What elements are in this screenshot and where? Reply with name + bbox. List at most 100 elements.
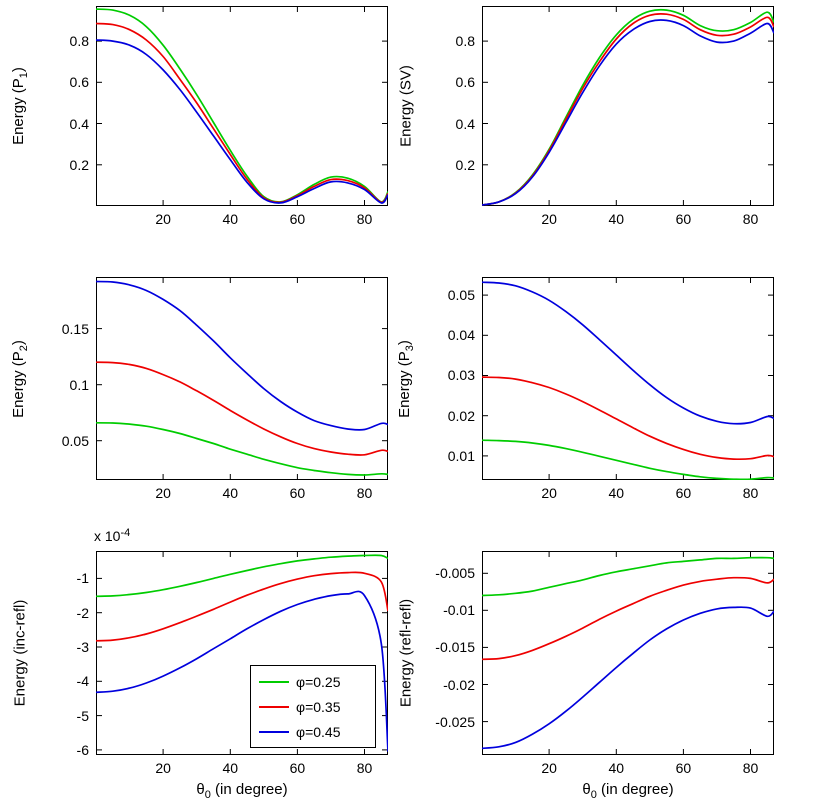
y-tick-label: 0.15	[61, 320, 89, 337]
curve-phi=0.45	[96, 39, 388, 204]
x-tick-label: 40	[222, 760, 239, 776]
axes-p1	[96, 6, 388, 206]
x-tick-label: 40	[608, 211, 625, 227]
subplot-energy-p2: 20 40 60 80 0.05 0.1 0.15 Energy (P2)	[8, 271, 400, 520]
curve-phi=0.45	[96, 590, 388, 752]
y-tick-label: -1	[76, 570, 89, 587]
axes-inc-refl	[96, 551, 388, 755]
curve-phi=0.35	[482, 576, 774, 661]
y-tick-label: 0.02	[447, 407, 475, 424]
curve-phi=0.35	[96, 22, 388, 204]
subplot-energy-p1: 20 40 60 80 0.2 0.4 0.6 0.8 Energy (P1)	[8, 0, 400, 246]
x-tick-label: 60	[289, 760, 306, 776]
legend-line-sample	[259, 680, 289, 683]
curve-phi=0.25	[96, 421, 388, 476]
x-tick-label: 80	[742, 760, 759, 776]
y-axis-label: Energy (P1)	[10, 67, 30, 145]
y-axis-label: Energy (SV)	[397, 65, 415, 147]
axes-refl-refl	[482, 551, 774, 755]
label-subscript: 2	[18, 344, 30, 351]
x-tick-label: 40	[608, 760, 625, 776]
axes-sv	[482, 6, 774, 206]
axes-border	[482, 551, 774, 755]
legend-label: φ=0.35	[296, 698, 341, 715]
legend: φ=0.25 φ=0.35 φ=0.45	[250, 665, 376, 748]
legend-line-sample	[259, 705, 289, 708]
x-tick-label: 60	[675, 485, 692, 501]
curve-phi=0.35	[96, 571, 388, 642]
y-tick-label: -0.015	[435, 639, 475, 656]
plot-canvas-reflrefl	[482, 551, 774, 755]
y-tick-label: 0.05	[447, 287, 475, 304]
legend-label: φ=0.25	[296, 673, 341, 690]
x-tick-label: 20	[541, 211, 557, 227]
axes-p2	[96, 277, 388, 480]
x-tick-label: 40	[222, 211, 239, 227]
curve-phi=0.45	[482, 606, 774, 750]
legend-line-sample	[259, 730, 289, 733]
y-tick-label: 0.04	[447, 327, 475, 344]
curve-phi=0.35	[96, 361, 388, 456]
label-subscript: 3	[404, 344, 416, 351]
y-tick-label: 0.2	[69, 156, 89, 173]
legend-label: φ=0.45	[296, 723, 341, 740]
x-tick-label: 40	[608, 485, 625, 501]
x-tick-label: 20	[541, 485, 557, 501]
y-tick-label: 0.1	[69, 376, 89, 393]
y-tick-label: 0.2	[455, 156, 475, 173]
curve-phi=0.25	[482, 8, 774, 206]
y-tick-label: -6	[76, 741, 89, 758]
x-tick-label: 20	[155, 211, 171, 227]
y-tick-label: -0.02	[443, 676, 475, 693]
plot-canvas-sv	[482, 6, 774, 206]
y-tick-label: 0.6	[455, 74, 475, 91]
x-tick-label: 80	[356, 211, 373, 227]
x-tick-label: 80	[742, 485, 759, 501]
subplot-energy-p3: 20 40 60 80 0.01 0.02 0.03 0.04 0.05 Energy (P3)	[394, 271, 786, 520]
label-superscript: -4	[120, 527, 131, 539]
y-axis-label: Energy (P3)	[396, 339, 416, 418]
x-tick-label: 40	[222, 485, 239, 501]
x-tick-label: 80	[356, 760, 373, 776]
plot-canvas-p1	[96, 6, 388, 206]
x-tick-label: 80	[356, 485, 373, 501]
y-tick-label: 0.8	[455, 33, 475, 50]
axes-border	[96, 6, 388, 206]
curve-phi=0.25	[96, 554, 388, 598]
x-tick-label: 60	[675, 760, 692, 776]
y-tick-label: -2	[76, 604, 89, 621]
x-tick-label: 80	[742, 211, 759, 227]
x-axis-label: θ0 (in degree)	[582, 781, 674, 801]
label-subscript: 1	[18, 72, 30, 79]
plot-canvas-increfl	[96, 551, 388, 755]
y-tick-label: 0.6	[69, 74, 89, 91]
x-tick-label: 20	[155, 485, 171, 501]
y-tick-label: -0.005	[435, 565, 475, 582]
y-tick-label: -5	[76, 707, 89, 724]
axis-offset-label: x 10-4	[94, 527, 131, 544]
y-tick-label: 0.4	[69, 115, 89, 132]
label-subscript: 0	[590, 789, 597, 801]
x-tick-label: 60	[289, 485, 306, 501]
axes-border	[482, 6, 774, 206]
axes-border	[96, 551, 388, 755]
y-axis-label: Energy (refl-refl)	[397, 598, 415, 708]
curve-phi=0.25	[482, 439, 774, 480]
y-tick-label: 0.03	[447, 367, 475, 384]
plot-canvas-p2	[96, 277, 388, 480]
y-tick-label: 0.4	[455, 115, 475, 132]
plot-canvas-p3	[482, 277, 774, 480]
curve-phi=0.45	[96, 280, 388, 431]
axes-p3	[482, 277, 774, 480]
y-tick-label: -3	[76, 639, 89, 655]
y-tick-label: -0.01	[443, 602, 475, 619]
y-axis-label: Energy (P2)	[10, 339, 30, 418]
curve-phi=0.45	[482, 281, 774, 425]
legend-item: φ=0.35	[259, 694, 367, 719]
x-tick-label: 60	[289, 211, 306, 227]
label-subscript: 0	[204, 789, 211, 801]
curve-phi=0.25	[96, 8, 388, 203]
y-tick-label: 0.05	[61, 432, 89, 449]
subplot-energy-inc-refl: 20 40 60 80 -6 -5 -4 -3 -2 -1 Energy (inc-refl) θ0 …	[8, 527, 400, 809]
y-axis-label: Energy (inc-refl)	[11, 599, 29, 707]
